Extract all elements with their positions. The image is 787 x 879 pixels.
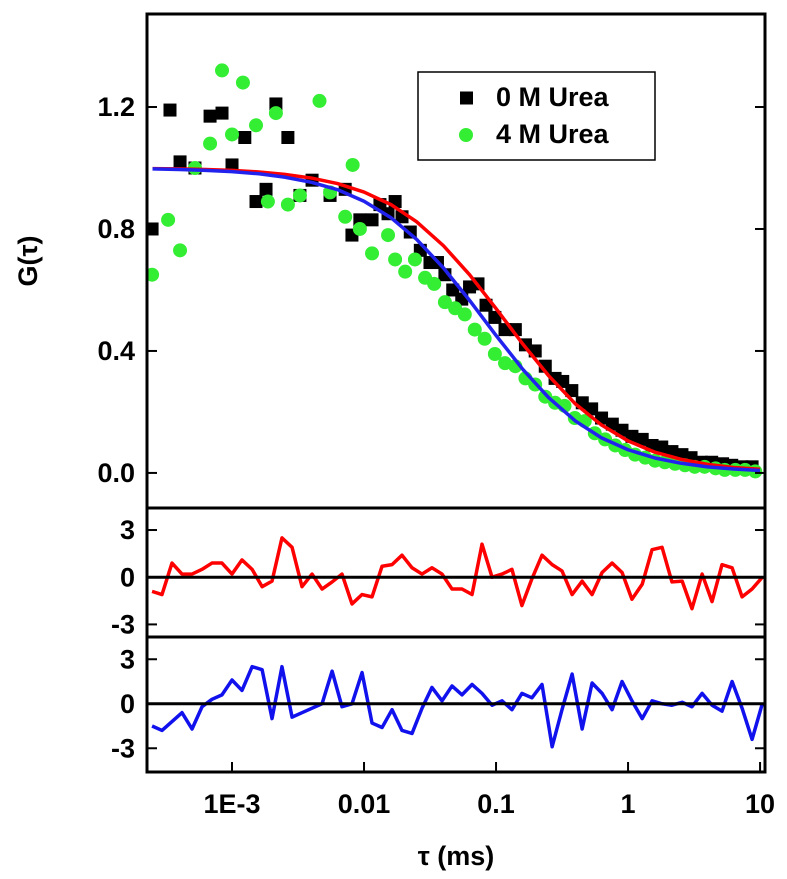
data-point (655, 440, 669, 454)
data-point (508, 323, 522, 337)
data-line (151, 536, 764, 611)
x-tick-label: 0.1 (477, 789, 515, 819)
data-point (398, 264, 413, 279)
data-point (437, 295, 452, 310)
legend-marker (459, 128, 473, 142)
legend-marker (460, 91, 473, 105)
data-point (259, 182, 273, 196)
data-point (487, 347, 502, 362)
legend-box (417, 71, 656, 161)
data-point (345, 157, 360, 172)
data-point (147, 267, 160, 282)
data-point (281, 131, 295, 144)
data-point (249, 195, 263, 209)
data-point (161, 212, 176, 227)
y-tick-label: 3 (120, 644, 135, 674)
data-point (388, 252, 403, 267)
data-point (260, 194, 275, 209)
data-line (151, 664, 764, 749)
data-point (585, 402, 599, 416)
data-point (338, 209, 353, 224)
data-point (635, 432, 649, 446)
data-point (457, 307, 472, 322)
data-point (352, 221, 367, 236)
data-point (163, 103, 177, 117)
data-point (268, 106, 283, 121)
data-point (280, 197, 295, 212)
data-point (173, 243, 188, 258)
legend-label: 0 M Urea (496, 82, 610, 112)
y-tick-label: -3 (111, 733, 135, 763)
data-point (215, 106, 229, 120)
y-tick-label: 0 (120, 562, 135, 592)
data-point (203, 136, 218, 151)
data-point (427, 276, 442, 291)
data-point (238, 131, 252, 144)
data-point (225, 158, 239, 172)
data-line (152, 166, 761, 472)
y-tick-label: -3 (111, 610, 135, 640)
y-axis-label: G(τ) (13, 235, 43, 286)
panel-frame (145, 635, 767, 774)
data-point (477, 331, 492, 346)
data-point (173, 155, 187, 169)
data-point (565, 384, 579, 398)
data-point (235, 75, 250, 90)
data-point (467, 322, 482, 337)
data-point (292, 188, 307, 203)
data-point (365, 213, 379, 227)
y-tick-label: 0.8 (97, 214, 135, 244)
data-point (203, 109, 217, 123)
data-point (215, 63, 230, 78)
data-point (249, 118, 264, 133)
data-point (312, 93, 327, 108)
data-point (225, 127, 240, 142)
x-tick-label: 1 (621, 789, 636, 819)
x-axis-label: τ (ms) (418, 841, 495, 871)
y-tick-label: 1.2 (97, 92, 135, 122)
x-tick-label: 10 (745, 789, 775, 819)
legend-label: 4 M Urea (496, 119, 610, 149)
y-tick-label: 0 (120, 689, 135, 719)
panel-frame (145, 506, 767, 639)
plot-area (151, 664, 764, 749)
y-tick-label: 0.0 (97, 458, 135, 488)
y-tick-label: 3 (120, 515, 135, 545)
x-tick-label: 0.01 (338, 789, 391, 819)
x-tick-label: 1E-3 (203, 789, 260, 819)
y-tick-label: 0.4 (97, 336, 135, 366)
plot-area (151, 536, 764, 611)
plot-area (147, 63, 763, 479)
data-point (365, 246, 380, 261)
data-point (407, 252, 422, 267)
data-line (152, 167, 761, 473)
data-point (381, 228, 396, 243)
